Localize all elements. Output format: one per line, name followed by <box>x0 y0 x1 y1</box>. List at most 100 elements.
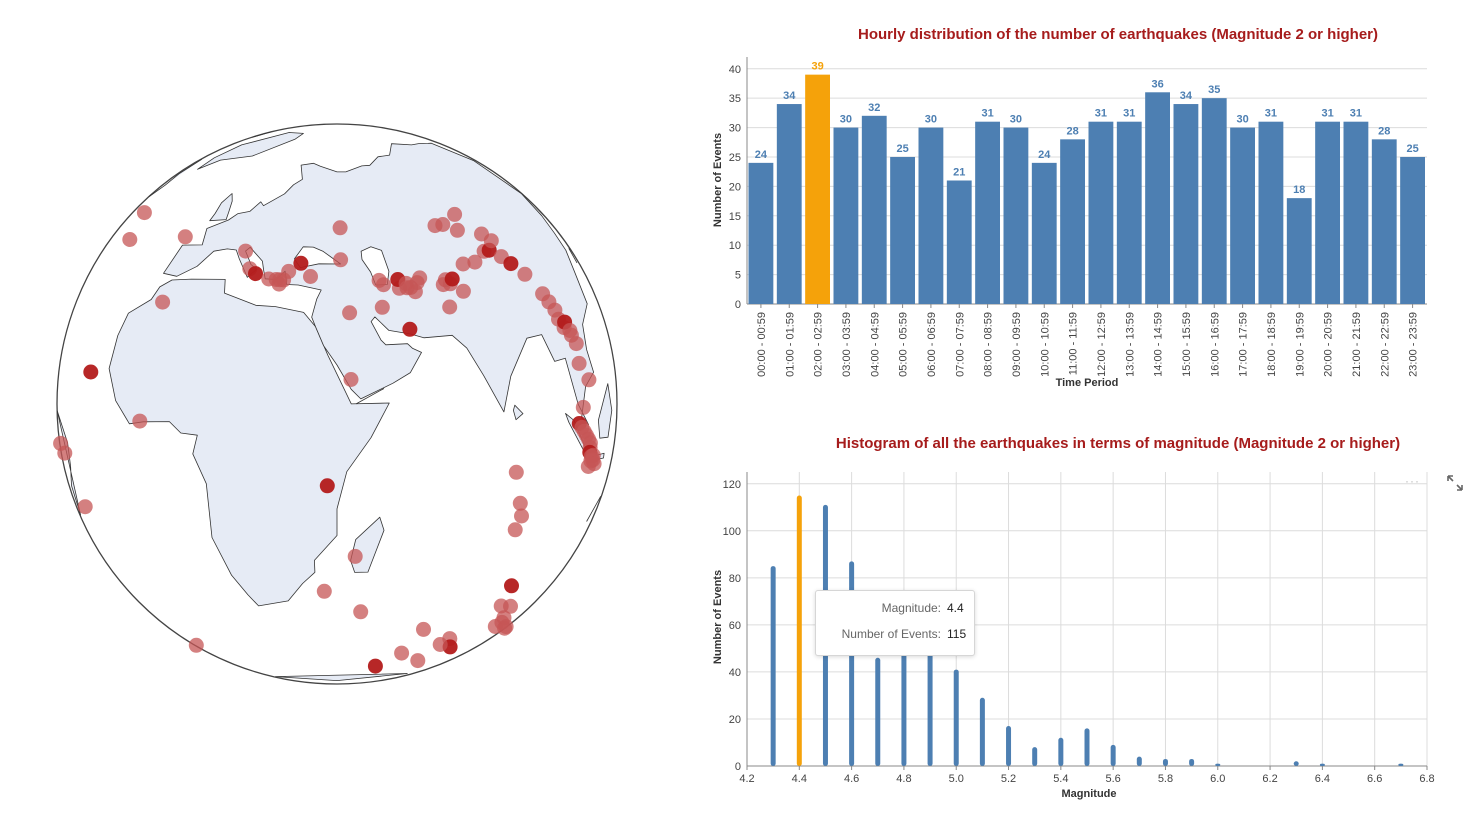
hourly-bar <box>1088 121 1114 304</box>
hourly-bar <box>1371 139 1397 304</box>
hourly-bar-value-label: 31 <box>1350 108 1362 120</box>
histogram-y-tick-label: 120 <box>723 479 741 491</box>
earthquake-marker <box>447 206 463 222</box>
sri-lanka-outline <box>513 404 524 421</box>
hourly-x-tick-label: 00:00 - 00:59 <box>756 312 768 377</box>
hourly-bar <box>1116 121 1142 304</box>
histogram-x-tick-label: 4.2 <box>739 773 754 785</box>
hourly-y-tick-label: 15 <box>729 211 741 223</box>
earthquake-marker <box>316 583 332 599</box>
earthquake-marker <box>293 255 309 271</box>
hourly-x-tick-label: 12:00 - 12:59 <box>1096 312 1108 377</box>
histogram-x-tick-label: 5.4 <box>1053 773 1068 785</box>
earthquake-marker <box>449 222 465 238</box>
earthquake-marker <box>493 598 509 614</box>
histogram-x-tick-label: 4.8 <box>896 773 911 785</box>
hourly-bar <box>748 162 774 304</box>
hourly-bar-value-label: 34 <box>783 90 796 102</box>
earthquake-marker <box>347 548 363 564</box>
hourly-bar-value-label: 21 <box>953 167 965 179</box>
hourly-bar <box>1258 121 1284 304</box>
hourly-x-tick-label: 18:00 - 18:59 <box>1266 312 1278 377</box>
earthquake-marker <box>581 372 597 388</box>
africa-outline <box>108 278 390 607</box>
hourly-bar-value-label: 31 <box>981 108 993 120</box>
earthquake-marker <box>568 336 584 352</box>
earthquake-marker <box>512 495 528 511</box>
hourly-bar <box>1286 198 1312 304</box>
expand-icon[interactable] <box>1446 474 1464 492</box>
histogram-bar <box>1293 761 1299 766</box>
earthquake-marker <box>508 464 524 480</box>
histogram-y-tick-label: 100 <box>723 526 741 538</box>
hourly-x-tick-label: 05:00 - 05:59 <box>898 312 910 377</box>
earthquake-marker <box>122 232 138 247</box>
hourly-bar <box>776 104 802 304</box>
earthquake-marker <box>496 610 512 626</box>
hourly-bar <box>833 127 859 304</box>
hourly-bar <box>1060 139 1085 304</box>
earthquake-marker <box>332 220 348 236</box>
histogram-bar <box>1215 763 1221 766</box>
tooltip-count-value: 115 <box>947 627 967 641</box>
tooltip-magnitude-value: 4.4 <box>947 601 964 615</box>
hourly-bar-value-label: 30 <box>1236 114 1248 126</box>
australia-outline <box>586 496 602 522</box>
hourly-x-tick-label: 03:00 - 03:59 <box>841 312 853 377</box>
earthquake-marker <box>410 653 426 669</box>
earthquake-marker <box>412 270 428 286</box>
hourly-bar-value-label: 31 <box>1321 108 1333 120</box>
hourly-x-tick-label: 06:00 - 06:59 <box>926 312 938 377</box>
earthquake-globe-map[interactable] <box>0 0 690 838</box>
hourly-y-tick-label: 30 <box>729 123 741 135</box>
histogram-x-tick-label: 5.2 <box>1001 773 1016 785</box>
histogram-bar <box>979 697 985 766</box>
hourly-x-tick-label: 16:00 - 16:59 <box>1209 312 1221 377</box>
earthquake-marker <box>367 658 383 674</box>
north-america-outline <box>148 131 272 198</box>
histogram-bar <box>1398 763 1404 766</box>
earthquake-marker <box>399 280 415 296</box>
earthquake-marker <box>455 256 471 272</box>
earthquake-marker <box>503 256 519 272</box>
hourly-x-tick-label: 11:00 - 11:59 <box>1068 312 1080 375</box>
earthquake-marker <box>319 478 335 494</box>
hourly-bar <box>918 127 944 304</box>
hourly-y-tick-label: 0 <box>735 299 741 311</box>
hourly-x-tick-label: 21:00 - 21:59 <box>1351 312 1363 377</box>
earthquake-marker <box>132 413 148 429</box>
histogram-chart-title: Histogram of all the earthquakes in term… <box>836 435 1400 452</box>
hourly-bar-value-label: 31 <box>1123 108 1135 120</box>
histogram-x-tick-label: 6.4 <box>1315 773 1330 785</box>
hourly-x-tick-label: 14:00 - 14:59 <box>1153 312 1165 377</box>
earthquake-marker <box>394 645 410 661</box>
histogram-bar <box>1032 747 1038 766</box>
hourly-bar <box>946 180 972 304</box>
greenland-outline <box>197 132 304 170</box>
histogram-x-tick-label: 4.4 <box>792 773 807 785</box>
earthquake-marker <box>427 218 443 234</box>
hourly-bar-value-label: 24 <box>1038 149 1051 161</box>
britain-outline <box>209 193 233 222</box>
histogram-bar <box>1110 744 1116 766</box>
histogram-y-tick-label: 80 <box>729 573 741 585</box>
hourly-bar-value-label: 24 <box>755 149 768 161</box>
earthquake-marker <box>281 263 297 279</box>
hourly-bar <box>1173 104 1199 304</box>
hourly-x-tick-label: 10:00 - 10:59 <box>1039 312 1051 377</box>
earthquake-marker <box>455 283 471 299</box>
japan-outline <box>568 248 578 264</box>
more-horizontal-icon[interactable]: ··· <box>1405 474 1420 488</box>
hourly-bar <box>1201 98 1227 305</box>
hourly-bar-value-label: 28 <box>1378 125 1390 137</box>
earthquake-marker <box>571 355 587 371</box>
earthquake-marker <box>376 277 391 293</box>
hourly-bar <box>1230 127 1255 304</box>
earthquake-marker <box>303 269 318 284</box>
histogram-x-tick-label: 4.6 <box>844 773 859 785</box>
hourly-bar <box>1031 162 1057 304</box>
hourly-x-tick-label: 22:00 - 22:59 <box>1379 312 1391 377</box>
earthquake-marker <box>77 499 93 515</box>
hourly-x-tick-label: 13:00 - 13:59 <box>1124 312 1136 377</box>
histogram-bar <box>1189 758 1195 766</box>
